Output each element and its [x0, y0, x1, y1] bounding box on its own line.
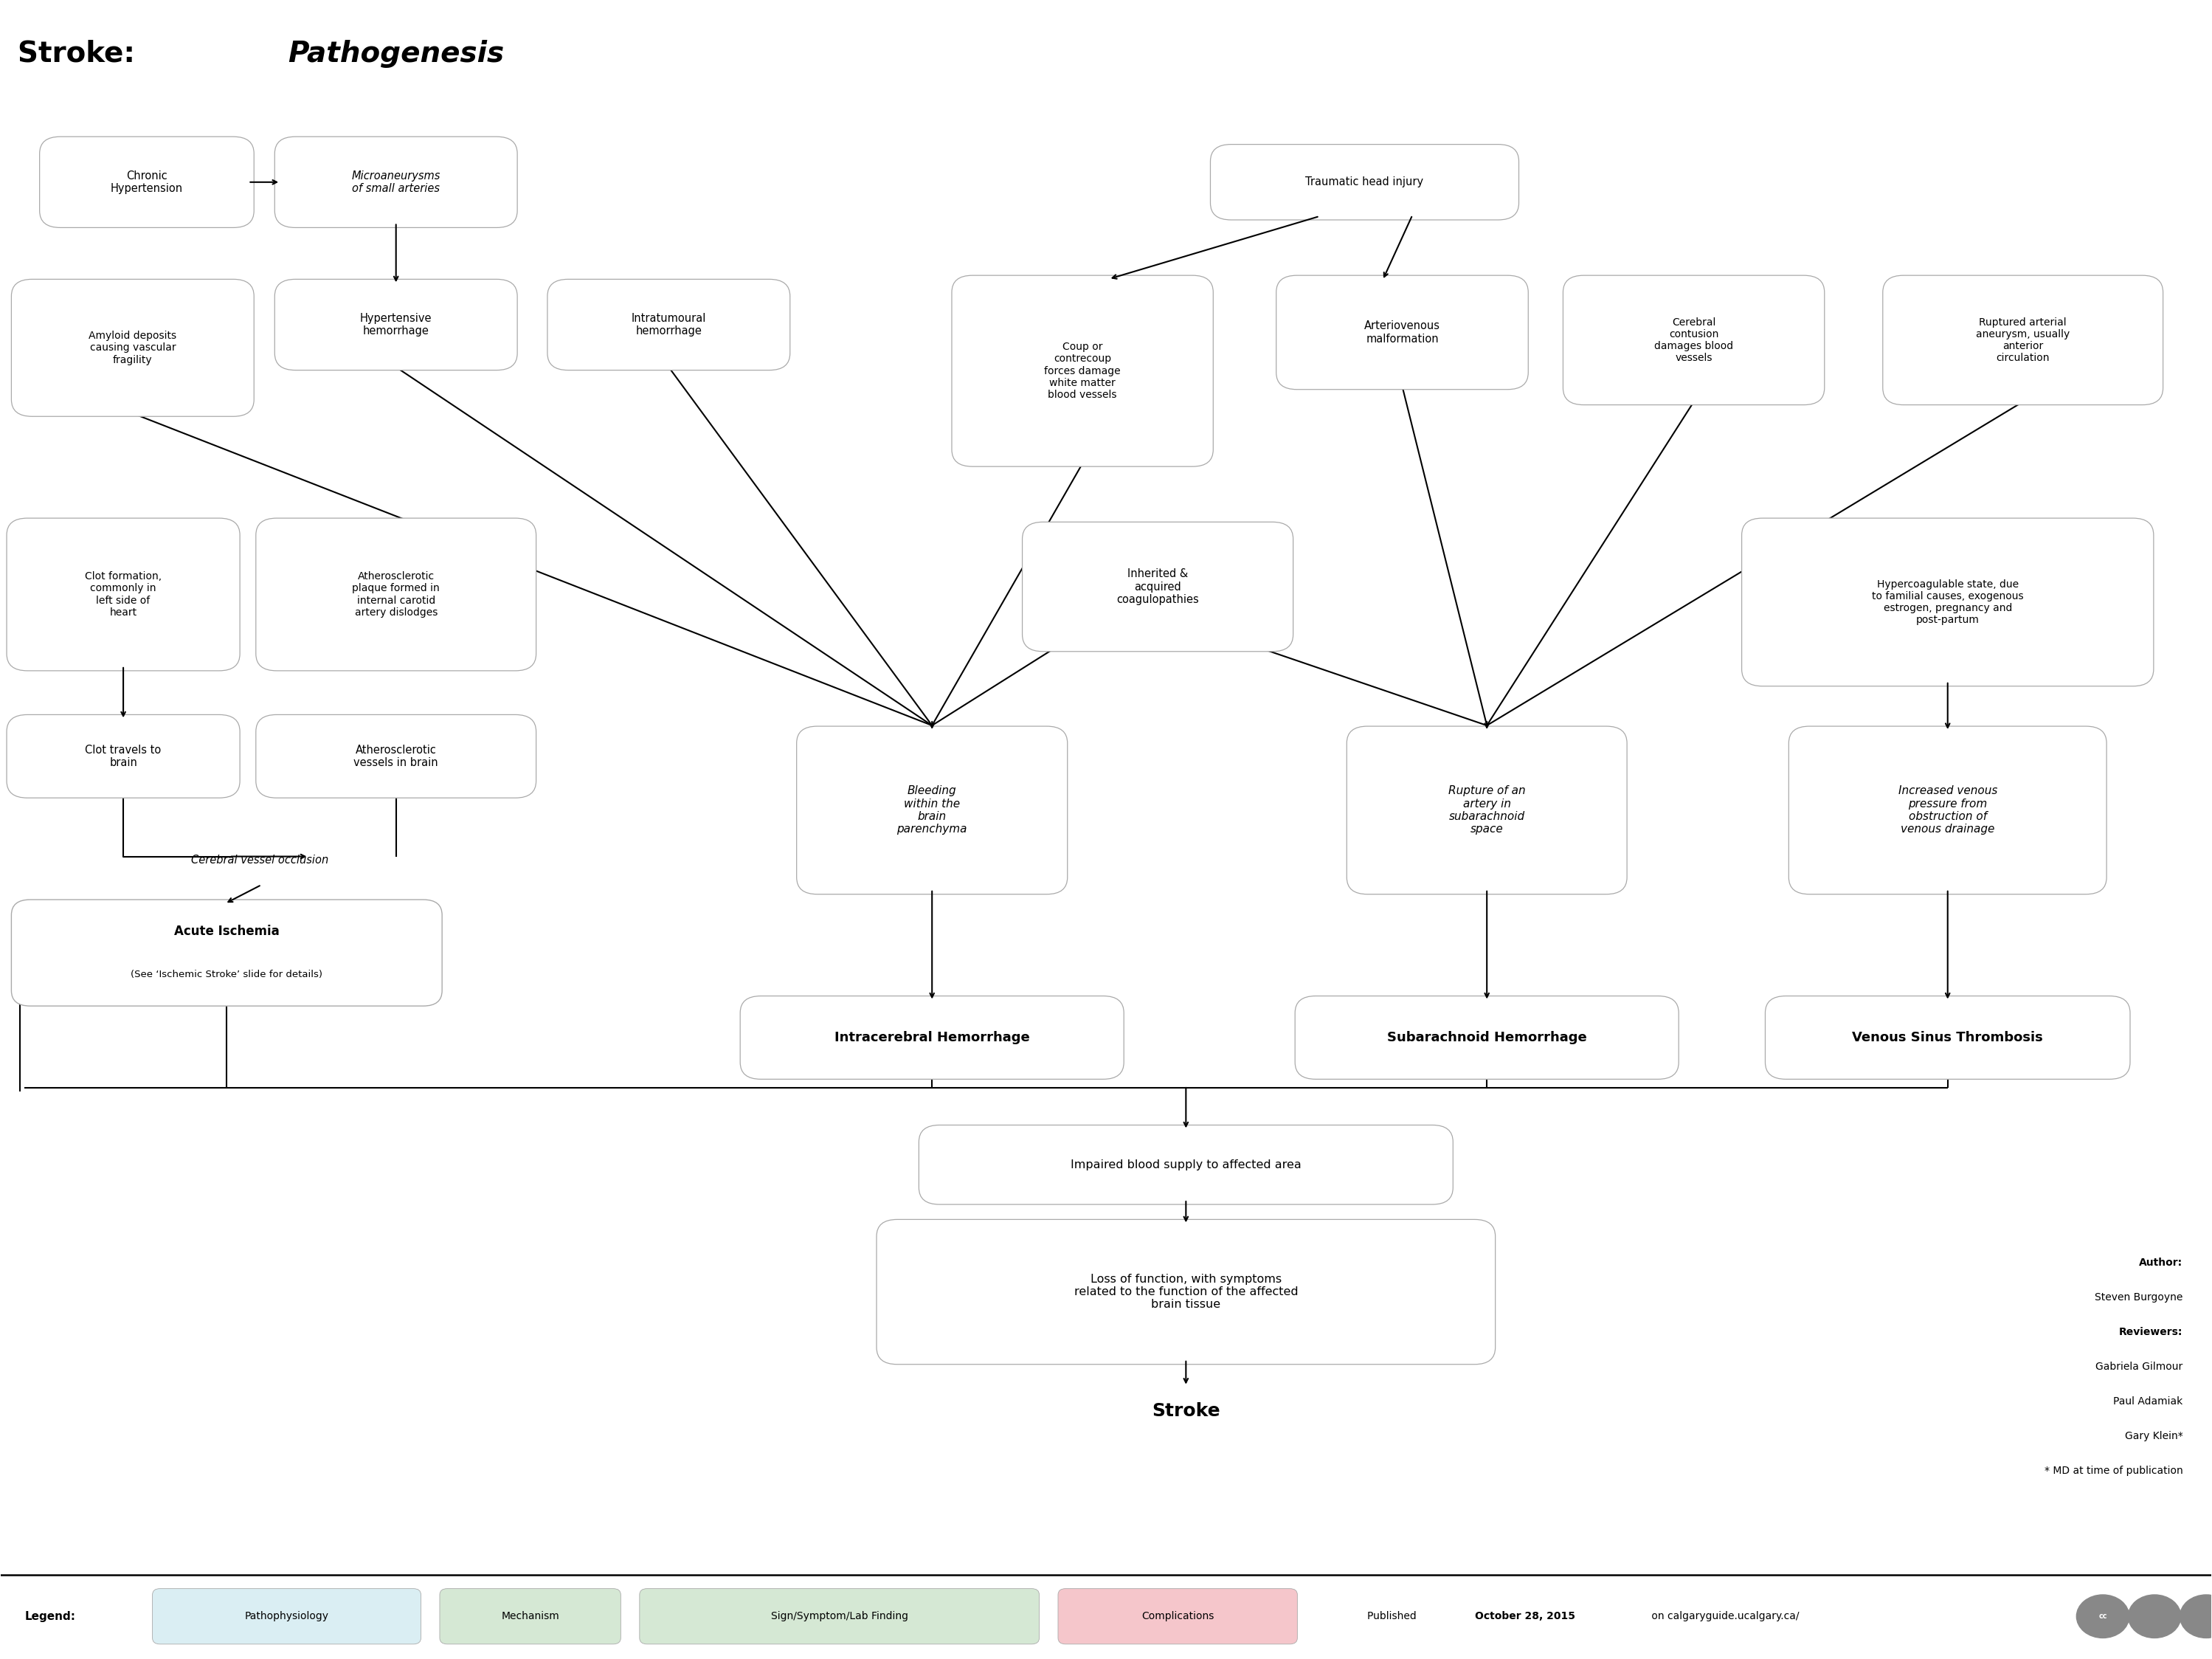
FancyBboxPatch shape	[918, 1125, 1453, 1204]
FancyBboxPatch shape	[1057, 1589, 1298, 1644]
Text: Reviewers:: Reviewers:	[2119, 1327, 2183, 1337]
Text: Intratumoural
hemorrhage: Intratumoural hemorrhage	[630, 314, 706, 337]
Text: Stroke: Stroke	[1152, 1402, 1221, 1420]
Text: Increased venous
pressure from
obstruction of
venous drainage: Increased venous pressure from obstructi…	[1898, 785, 1997, 834]
Text: Author:: Author:	[2139, 1258, 2183, 1267]
Text: Pathogenesis: Pathogenesis	[288, 40, 504, 68]
Text: Paul Adamiak: Paul Adamiak	[2112, 1395, 2183, 1407]
FancyBboxPatch shape	[1294, 995, 1679, 1080]
Text: Chronic
Hypertension: Chronic Hypertension	[111, 171, 184, 194]
FancyBboxPatch shape	[274, 136, 518, 227]
Text: Venous Sinus Thrombosis: Venous Sinus Thrombosis	[1851, 1030, 2044, 1044]
Text: Coup or
contrecoup
forces damage
white matter
blood vessels: Coup or contrecoup forces damage white m…	[1044, 342, 1121, 400]
Text: Microaneurysms
of small arteries: Microaneurysms of small arteries	[352, 171, 440, 194]
Text: Arteriovenous
malformation: Arteriovenous malformation	[1365, 320, 1440, 345]
Text: Inherited &
acquired
coagulopathies: Inherited & acquired coagulopathies	[1117, 569, 1199, 606]
FancyBboxPatch shape	[11, 279, 254, 416]
FancyBboxPatch shape	[1564, 275, 1825, 405]
Text: Clot formation,
commonly in
left side of
heart: Clot formation, commonly in left side of…	[84, 571, 161, 617]
Text: Gary Klein*: Gary Klein*	[2126, 1430, 2183, 1442]
FancyBboxPatch shape	[1741, 518, 2154, 687]
FancyBboxPatch shape	[1276, 275, 1528, 390]
Text: Impaired blood supply to affected area: Impaired blood supply to affected area	[1071, 1160, 1301, 1170]
Text: on calgaryguide.ucalgary.ca/: on calgaryguide.ucalgary.ca/	[1648, 1611, 1798, 1621]
FancyBboxPatch shape	[951, 275, 1212, 466]
FancyBboxPatch shape	[257, 518, 535, 670]
FancyBboxPatch shape	[639, 1589, 1040, 1644]
FancyBboxPatch shape	[7, 518, 239, 670]
Text: Atherosclerotic
vessels in brain: Atherosclerotic vessels in brain	[354, 745, 438, 768]
Text: Clot travels to
brain: Clot travels to brain	[86, 745, 161, 768]
Text: Sign/Symptom/Lab Finding: Sign/Symptom/Lab Finding	[770, 1611, 907, 1621]
Text: (See ‘Ischemic Stroke’ slide for details): (See ‘Ischemic Stroke’ slide for details…	[131, 969, 323, 979]
Text: Hypercoagulable state, due
to familial causes, exogenous
estrogen, pregnancy and: Hypercoagulable state, due to familial c…	[1871, 579, 2024, 625]
Text: Acute Ischemia: Acute Ischemia	[175, 924, 279, 937]
Text: Pathophysiology: Pathophysiology	[246, 1611, 330, 1621]
Text: Cerebral
contusion
damages blood
vessels: Cerebral contusion damages blood vessels	[1655, 317, 1734, 363]
FancyBboxPatch shape	[1882, 275, 2163, 405]
FancyBboxPatch shape	[440, 1589, 622, 1644]
FancyBboxPatch shape	[1022, 523, 1294, 652]
FancyBboxPatch shape	[153, 1589, 420, 1644]
FancyBboxPatch shape	[796, 727, 1068, 894]
Text: * MD at time of publication: * MD at time of publication	[2044, 1465, 2183, 1475]
Text: Ruptured arterial
aneurysm, usually
anterior
circulation: Ruptured arterial aneurysm, usually ante…	[1975, 317, 2070, 363]
FancyBboxPatch shape	[741, 995, 1124, 1080]
Text: Hypertensive
hemorrhage: Hypertensive hemorrhage	[361, 314, 431, 337]
Text: Cerebral vessel occlusion: Cerebral vessel occlusion	[190, 854, 327, 866]
Text: Traumatic head injury: Traumatic head injury	[1305, 176, 1425, 187]
Text: Published: Published	[1367, 1611, 1420, 1621]
FancyBboxPatch shape	[876, 1219, 1495, 1364]
FancyBboxPatch shape	[1210, 144, 1520, 221]
FancyBboxPatch shape	[1765, 995, 2130, 1080]
FancyBboxPatch shape	[546, 279, 790, 370]
Text: Gabriela Gilmour: Gabriela Gilmour	[2095, 1362, 2183, 1372]
FancyBboxPatch shape	[11, 899, 442, 1005]
Text: Rupture of an
artery in
subarachnoid
space: Rupture of an artery in subarachnoid spa…	[1449, 785, 1526, 834]
FancyBboxPatch shape	[1347, 727, 1628, 894]
FancyBboxPatch shape	[40, 136, 254, 227]
Circle shape	[2128, 1594, 2181, 1637]
Text: Bleeding
within the
brain
parenchyma: Bleeding within the brain parenchyma	[896, 785, 967, 834]
Text: Loss of function, with symptoms
related to the function of the affected
brain ti: Loss of function, with symptoms related …	[1073, 1274, 1298, 1311]
FancyBboxPatch shape	[257, 715, 535, 798]
FancyBboxPatch shape	[1790, 727, 2106, 894]
Text: Subarachnoid Hemorrhage: Subarachnoid Hemorrhage	[1387, 1030, 1586, 1044]
Text: Stroke:: Stroke:	[18, 40, 146, 68]
Text: Steven Burgoyne: Steven Burgoyne	[2095, 1292, 2183, 1302]
Circle shape	[2181, 1594, 2212, 1637]
Circle shape	[2077, 1594, 2130, 1637]
Text: Complications: Complications	[1141, 1611, 1214, 1621]
FancyBboxPatch shape	[274, 279, 518, 370]
Text: cc: cc	[2099, 1613, 2108, 1621]
Text: Mechanism: Mechanism	[502, 1611, 560, 1621]
Text: October 28, 2015: October 28, 2015	[1475, 1611, 1575, 1621]
Text: Intracerebral Hemorrhage: Intracerebral Hemorrhage	[834, 1030, 1031, 1044]
FancyBboxPatch shape	[7, 715, 239, 798]
Text: Atherosclerotic
plaque formed in
internal carotid
artery dislodges: Atherosclerotic plaque formed in interna…	[352, 571, 440, 617]
Text: Amyloid deposits
causing vascular
fragility: Amyloid deposits causing vascular fragil…	[88, 330, 177, 365]
Text: Legend:: Legend:	[24, 1611, 75, 1623]
